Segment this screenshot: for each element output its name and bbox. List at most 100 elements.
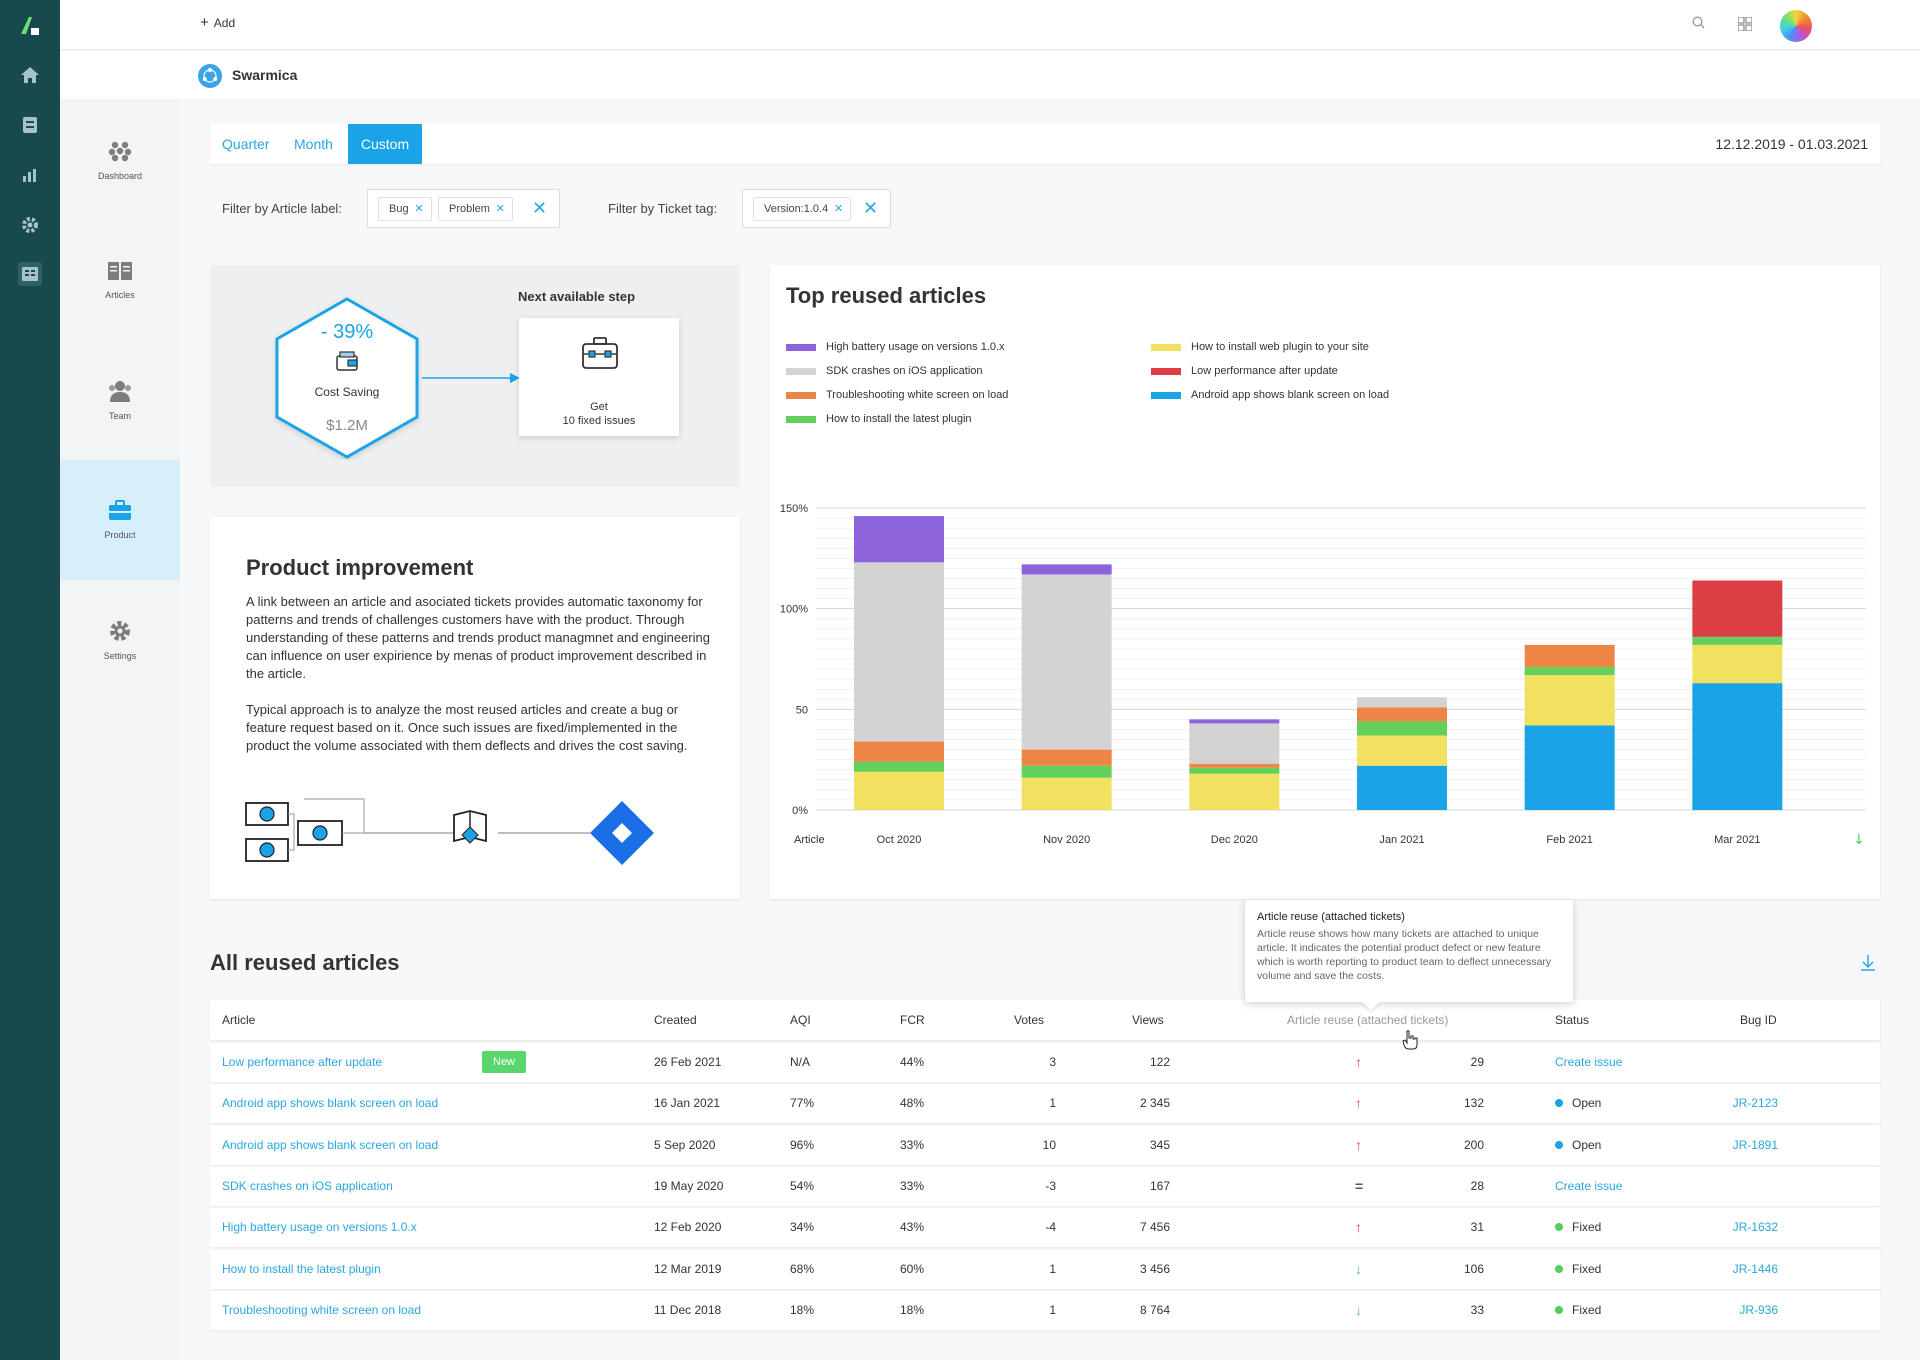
product-improvement-paragraph-2: Typical approach is to analyze the most … — [246, 702, 688, 753]
user-avatar[interactable] — [1780, 10, 1812, 42]
created-cell: 5 Sep 2020 — [654, 1137, 716, 1152]
clear-filter-icon[interactable]: ✕ — [532, 198, 548, 218]
views-cell: 345 — [1149, 1137, 1170, 1152]
col-fcr[interactable]: FCR — [900, 1013, 925, 1027]
add-button[interactable]: + Add — [200, 15, 235, 30]
table-row[interactable]: Android app shows blank screen on load 16… — [210, 1084, 1880, 1124]
article-link[interactable]: SDK crashes on iOS application — [222, 1178, 393, 1193]
article-link[interactable]: Low performance after update — [222, 1055, 383, 1069]
legend-label: How to install web plugin to your site — [1191, 341, 1369, 353]
tab-custom[interactable]: Custom — [348, 124, 422, 164]
org-logo-icon — [198, 64, 222, 88]
bar-segment — [1021, 564, 1112, 575]
chip-remove-icon[interactable]: ✕ — [414, 203, 424, 215]
sidebar-item-dashboard[interactable]: Dashboard — [60, 100, 180, 220]
reuse-cell: 31 — [1470, 1220, 1484, 1235]
legend-item[interactable]: SDK crashes on iOS application — [786, 365, 983, 377]
org-name: Swarmica — [232, 67, 298, 83]
knowledge-icon[interactable] — [18, 262, 42, 286]
reuse-cell: 29 — [1470, 1055, 1484, 1069]
arrow-connector — [422, 373, 520, 383]
app-logo[interactable] — [18, 14, 42, 38]
search-icon[interactable] — [1692, 16, 1705, 32]
article-link[interactable]: How to install the latest plugin — [222, 1261, 381, 1276]
article-link[interactable]: Android app shows blank screen on load — [222, 1137, 439, 1152]
article-label-filter[interactable]: Bug ✕ Problem ✕ ✕ — [367, 189, 560, 228]
aqi-cell: 96% — [790, 1137, 815, 1152]
col-views[interactable]: Views — [1132, 1013, 1164, 1027]
x-axis-label: Article — [794, 834, 825, 846]
ticket-tag-filter[interactable]: Version:1.0.4 ✕ ✕ — [742, 189, 891, 228]
fcr-cell: 33% — [900, 1137, 925, 1152]
admin-gear-icon[interactable] — [18, 213, 42, 237]
col-bug-id[interactable]: Bug ID — [1740, 1013, 1777, 1027]
col-article[interactable]: Article — [222, 1013, 256, 1027]
bug-id-link[interactable]: JR-1446 — [1732, 1261, 1778, 1276]
legend-item[interactable]: Troubleshooting white screen on load — [786, 389, 1008, 401]
bar-segment — [1524, 675, 1615, 726]
wallet-icon — [336, 351, 358, 371]
votes-cell: 1 — [1049, 1096, 1056, 1111]
table-row[interactable]: Low performance after update New 26 Feb 20… — [210, 1043, 1880, 1082]
tab-quarter[interactable]: Quarter — [222, 136, 270, 152]
article-link[interactable]: Troubleshooting white screen on load — [222, 1302, 422, 1317]
sidebar-item-product[interactable]: Product — [60, 460, 180, 580]
created-cell: 11 Dec 2018 — [654, 1302, 722, 1317]
reuse-cell: 200 — [1463, 1137, 1484, 1152]
article-link[interactable]: High battery usage on versions 1.0.x — [222, 1220, 417, 1235]
reports-icon[interactable] — [18, 163, 42, 187]
chip-remove-icon[interactable]: ✕ — [495, 203, 505, 215]
home-icon[interactable] — [18, 63, 42, 87]
tooltip-body: Article reuse shows how many tickets are… — [1257, 928, 1552, 982]
sidebar-item-settings[interactable]: Settings — [60, 580, 180, 700]
table-row[interactable]: Android app shows blank screen on load 5 … — [210, 1125, 1880, 1165]
trend-icon: ↑ — [1355, 1054, 1362, 1070]
bug-id-link[interactable]: JR-1891 — [1732, 1137, 1778, 1152]
create-issue-link[interactable]: Create issue — [1555, 1178, 1623, 1193]
download-icon[interactable] — [1860, 954, 1876, 977]
table-row[interactable]: High battery usage on versions 1.0.x 12 F… — [210, 1208, 1880, 1248]
legend-item[interactable]: Low performance after update — [1151, 365, 1338, 377]
trend-icon: = — [1355, 1177, 1364, 1194]
legend-item[interactable]: How to install the latest plugin — [786, 413, 972, 425]
table-row[interactable]: SDK crashes on iOS application 19 May 202… — [210, 1166, 1880, 1206]
inbox-icon[interactable] — [18, 113, 42, 137]
new-badge: New — [482, 1051, 527, 1073]
table-row[interactable]: Troubleshooting white screen on load 11 D… — [210, 1290, 1880, 1330]
next-step-card[interactable]: Get 10 fixed issues — [519, 318, 679, 436]
bug-id-link[interactable]: JR-1632 — [1732, 1220, 1778, 1235]
gear-icon — [110, 621, 130, 641]
trend-icon: ↑ — [1355, 1095, 1362, 1112]
bar-segment — [854, 741, 944, 762]
bar-segment — [1692, 636, 1783, 645]
bar-segment — [1357, 697, 1447, 708]
table-row[interactable]: How to install the latest plugin 12 Mar 2… — [210, 1249, 1880, 1289]
tab-month[interactable]: Month — [294, 136, 333, 152]
tooltip-title: Article reuse (attached tickets) — [1257, 911, 1405, 923]
reuse-cell: 106 — [1463, 1261, 1484, 1276]
status-cell: Fixed — [1555, 1291, 1601, 1330]
col-status[interactable]: Status — [1555, 1013, 1590, 1027]
legend-item[interactable]: Android app shows blank screen on load — [1151, 389, 1389, 401]
col-aqi[interactable]: AQI — [790, 1013, 811, 1027]
chip-remove-icon[interactable]: ✕ — [834, 203, 844, 215]
article-link[interactable]: Android app shows blank screen on load — [222, 1096, 439, 1111]
trend-icon: ↑ — [1355, 1136, 1362, 1153]
bug-id-link[interactable]: JR-2123 — [1732, 1096, 1778, 1111]
col-article-reuse[interactable]: Article reuse (attached tickets) — [1287, 1013, 1449, 1027]
col-votes[interactable]: Votes — [1014, 1013, 1045, 1027]
date-range-picker[interactable]: 12.12.2019 - 01.03.2021 — [1715, 136, 1868, 152]
reuse-cell: 132 — [1463, 1096, 1484, 1111]
legend-item[interactable]: High battery usage on versions 1.0.x — [786, 341, 1005, 353]
legend-item[interactable]: How to install web plugin to your site — [1151, 341, 1369, 353]
bug-id-link[interactable]: JR-936 — [1739, 1302, 1778, 1317]
sidebar-item-articles[interactable]: Articles — [60, 220, 180, 340]
sidebar-item-label: Team — [108, 411, 131, 421]
create-issue-link[interactable]: Create issue — [1555, 1055, 1623, 1069]
sidebar-item-team[interactable]: Team — [60, 340, 180, 460]
apps-grid-icon[interactable] — [1737, 16, 1753, 36]
trend-icon: ↓ — [1355, 1301, 1362, 1318]
col-created[interactable]: Created — [654, 1013, 697, 1027]
clear-filter-icon[interactable]: ✕ — [863, 198, 879, 218]
chip-label: Version:1.0.4 — [764, 203, 829, 215]
